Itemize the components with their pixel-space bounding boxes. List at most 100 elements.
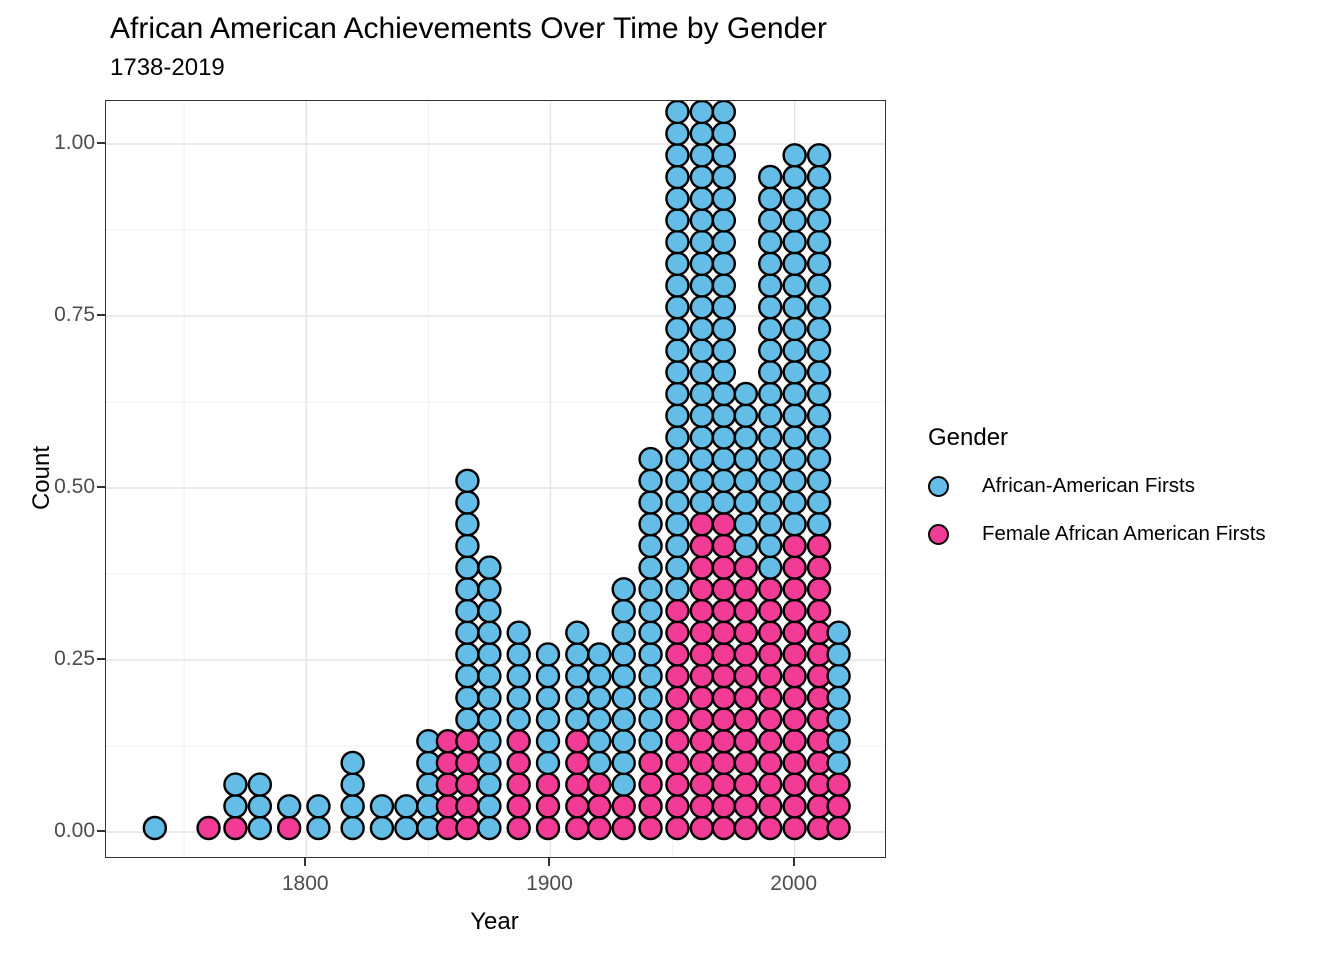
dot-african-american-first (806, 186, 832, 211)
dot-female-first (733, 642, 759, 667)
dot-african-american-first (826, 750, 851, 776)
dot-female-first (455, 729, 480, 754)
dot-african-american-first (611, 707, 636, 732)
dot-female-first (665, 794, 690, 819)
dot-african-american-first (394, 794, 419, 819)
dot-female-first (276, 815, 302, 841)
dot-female-first (535, 815, 561, 841)
dot-female-first (782, 620, 807, 645)
dot-african-american-first (711, 251, 737, 277)
dot-female-first (733, 577, 759, 602)
dot-female-first (782, 772, 807, 797)
legend: Gender African-American Firsts Female Afr… (928, 424, 1266, 570)
dot-african-american-first (665, 208, 690, 233)
dot-african-american-first (758, 251, 783, 277)
dot-female-first (733, 663, 759, 689)
legend-key-circle-icon (928, 523, 949, 545)
dot-african-american-first (638, 446, 663, 472)
dot-african-american-first (758, 512, 783, 537)
dot-african-american-first (477, 794, 502, 819)
dot-african-american-first (565, 685, 590, 710)
dot-african-american-first (782, 381, 807, 407)
dot-african-american-first (611, 685, 636, 710)
dot-african-american-first (711, 164, 737, 190)
dot-female-first (782, 533, 807, 559)
dot-female-first (565, 750, 590, 776)
dot-african-american-first (638, 642, 663, 667)
dot-african-american-first (455, 685, 480, 710)
dot-female-first (806, 555, 832, 580)
dot-african-american-first (638, 533, 663, 559)
dot-african-american-first (782, 403, 807, 428)
dot-african-american-first (535, 707, 561, 732)
dot-african-american-first (611, 642, 636, 667)
dot-african-american-first (611, 620, 636, 645)
dot-female-first (758, 598, 783, 624)
dot-female-first (782, 815, 807, 841)
dot-african-american-first (689, 468, 715, 493)
dot-female-first (455, 772, 480, 797)
dot-african-american-first (782, 251, 807, 277)
dot-african-american-first (782, 316, 807, 342)
dot-african-american-first (638, 707, 663, 732)
dot-female-first (689, 772, 715, 797)
dot-african-american-first (758, 208, 783, 233)
dot-african-american-first (665, 229, 690, 255)
dot-african-american-first (565, 663, 590, 689)
legend-items: African-American Firsts Female African Am… (928, 474, 1266, 546)
dot-female-first (689, 707, 715, 732)
dot-african-american-first (535, 729, 561, 754)
dot-african-american-first (587, 642, 612, 667)
dot-african-american-first (806, 381, 832, 407)
dot-african-american-first (455, 577, 480, 602)
dot-african-american-first (711, 101, 737, 125)
dot-african-american-first (665, 273, 690, 298)
dot-african-american-first (733, 425, 759, 450)
dot-african-american-first (565, 620, 590, 645)
dot-african-american-first (565, 707, 590, 732)
dot-african-american-first (689, 164, 715, 190)
dot-african-american-first (665, 101, 690, 125)
y-tick-mark (97, 486, 105, 488)
dot-female-first (506, 772, 531, 797)
legend-label: African-American Firsts (982, 474, 1196, 497)
dot-african-american-first (689, 360, 715, 385)
legend-key-circle-icon (928, 475, 949, 497)
dot-african-american-first (806, 360, 832, 385)
dot-african-american-first (711, 273, 737, 298)
dot-female-first (711, 555, 737, 580)
dot-african-american-first (826, 729, 851, 754)
dot-african-american-first (247, 772, 273, 797)
dot-female-first (758, 577, 783, 602)
dot-african-american-first (711, 468, 737, 493)
dot-african-american-first (711, 121, 737, 146)
dot-african-american-first (665, 403, 690, 428)
x-tick-label: 2000 (770, 872, 817, 895)
dot-female-first (611, 815, 636, 841)
dot-african-american-first (806, 338, 832, 363)
x-tick-label: 1900 (526, 872, 573, 895)
dot-african-american-first (806, 446, 832, 472)
dot-african-american-first (806, 273, 832, 298)
dot-female-first (565, 815, 590, 841)
dot-african-american-first (782, 468, 807, 493)
dot-african-american-first (369, 794, 395, 819)
dot-female-first (689, 685, 715, 710)
dot-african-american-first (369, 815, 395, 841)
dot-female-first (782, 555, 807, 580)
dot-female-first (689, 794, 715, 819)
dot-female-first (806, 533, 832, 559)
dot-african-american-first (758, 446, 783, 472)
dot-african-american-first (665, 381, 690, 407)
dot-african-american-first (689, 294, 715, 320)
dot-female-first (711, 642, 737, 667)
dot-african-american-first (535, 750, 561, 776)
dot-african-american-first (758, 555, 783, 580)
dot-african-american-first (455, 468, 480, 493)
dot-female-first (565, 794, 590, 819)
y-tick-mark (97, 142, 105, 144)
dot-african-american-first (477, 642, 502, 667)
dot-african-american-first (477, 598, 502, 624)
dot-female-first (733, 750, 759, 776)
dot-female-first (689, 577, 715, 602)
